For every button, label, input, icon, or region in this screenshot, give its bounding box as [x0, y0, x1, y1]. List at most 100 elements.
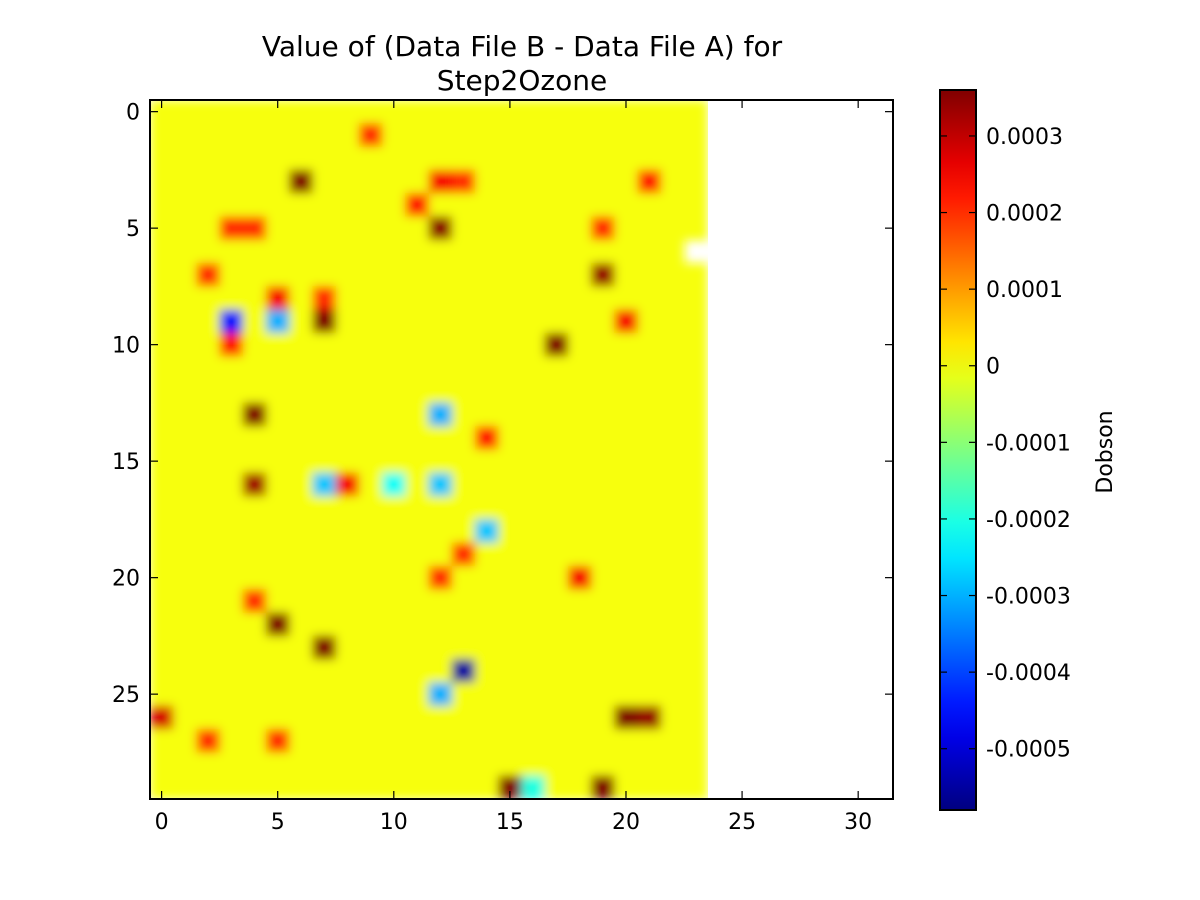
heatmap-cell — [219, 542, 244, 567]
heatmap-cell — [335, 659, 360, 684]
heatmap-cell — [289, 379, 314, 404]
heatmap-cell — [475, 263, 499, 287]
heatmap-cell — [684, 519, 708, 544]
heatmap-cell — [242, 333, 267, 357]
heatmap-cell — [498, 333, 523, 357]
heatmap-cell — [358, 752, 383, 777]
heatmap-cell — [382, 635, 407, 660]
heatmap-cell — [289, 309, 314, 334]
heatmap-cell — [451, 379, 476, 404]
heatmap-cell — [567, 589, 592, 614]
heatmap-cell — [173, 496, 198, 520]
heatmap-cell — [405, 100, 430, 124]
heatmap-cell — [614, 402, 639, 427]
heatmap-cell — [312, 426, 337, 451]
heatmap-cell — [312, 146, 337, 171]
heatmap-cell — [173, 635, 198, 660]
colorbar: 0.0003 0.0002 0.0001 0 -0.0001 -0.0002 -0.0003… — [939, 89, 1118, 811]
heatmap-cell — [660, 519, 685, 544]
heatmap-cell — [498, 682, 523, 707]
heatmap-cell — [289, 216, 314, 241]
heatmap-cell — [614, 426, 639, 451]
x-tick-label: 5 — [271, 810, 285, 835]
heatmap-cell — [567, 635, 592, 660]
heatmap-cell — [219, 729, 244, 753]
colorbar-gradient — [940, 90, 976, 810]
heatmap-cell — [428, 635, 453, 660]
heatmap-cell — [521, 426, 546, 451]
heatmap-cell — [242, 356, 267, 381]
heatmap-cell — [684, 356, 708, 381]
heatmap-cell — [312, 635, 337, 660]
heatmap-cell — [498, 286, 523, 311]
heatmap-cell — [451, 100, 476, 124]
heatmap-cell — [173, 752, 198, 777]
heatmap-cell — [567, 659, 592, 684]
heatmap-cell — [614, 309, 639, 334]
heatmap-cell — [405, 216, 430, 241]
heatmap-cell — [475, 333, 499, 357]
heatmap-cell — [196, 729, 221, 753]
heatmap-cell — [219, 309, 244, 334]
heatmap-cell — [475, 519, 499, 544]
heatmap-cell — [335, 193, 360, 218]
heatmap-cell — [544, 729, 569, 753]
heatmap-cell — [173, 659, 198, 684]
heatmap-cell — [521, 123, 546, 148]
heatmap-cell — [498, 752, 523, 777]
heatmap-cell — [405, 356, 430, 381]
heatmap-cell — [451, 752, 476, 777]
heatmap-cell — [451, 659, 476, 684]
heatmap-cell — [591, 729, 615, 753]
heatmap-cell — [173, 542, 198, 567]
heatmap-cell — [637, 612, 662, 637]
heatmap-cell — [312, 496, 337, 520]
heatmap-cell — [498, 263, 523, 287]
heatmap-cell — [289, 496, 314, 520]
heatmap-cell — [637, 402, 662, 427]
heatmap-cell — [614, 379, 639, 404]
heatmap-cell — [150, 775, 174, 799]
heatmap-cell — [684, 449, 708, 474]
heatmap-cell — [150, 659, 174, 684]
heatmap-cell — [614, 100, 639, 124]
heatmap-cell — [242, 729, 267, 753]
heatmap-cell — [289, 356, 314, 381]
heatmap-cell — [684, 542, 708, 567]
heatmap-cell — [591, 496, 615, 520]
heatmap-cell — [405, 659, 430, 684]
heatmap-cell — [266, 379, 290, 404]
heatmap-cell — [614, 286, 639, 311]
heatmap-cell — [475, 449, 499, 474]
heatmap-cell — [451, 146, 476, 171]
heatmap-cell — [684, 402, 708, 427]
heatmap-cell — [428, 612, 453, 637]
heatmap-cell — [521, 193, 546, 218]
heatmap-cell — [521, 589, 546, 614]
heatmap-cell — [219, 659, 244, 684]
heatmap-cell — [544, 472, 569, 497]
heatmap-cell — [219, 682, 244, 707]
heatmap-cell — [219, 566, 244, 590]
heatmap-cell — [173, 193, 198, 218]
heatmap-cell — [544, 193, 569, 218]
heatmap-cell — [498, 239, 523, 264]
heatmap-cell — [544, 542, 569, 567]
heatmap-cell — [358, 286, 383, 311]
heatmap-cell — [591, 519, 615, 544]
heatmap-cell — [451, 775, 476, 799]
heatmap-cell — [405, 123, 430, 148]
heatmap-cell — [660, 169, 685, 194]
heatmap-cell — [637, 659, 662, 684]
heatmap-cell — [405, 333, 430, 357]
heatmap-cell — [312, 402, 337, 427]
colorbar-tick-label: -0.0005 — [986, 738, 1071, 763]
heatmap-cell — [591, 472, 615, 497]
heatmap-cell — [266, 449, 290, 474]
heatmap-cell — [475, 472, 499, 497]
heatmap-cell — [684, 426, 708, 451]
heatmap-cell — [312, 169, 337, 194]
heatmap-cell — [196, 682, 221, 707]
heatmap-cell — [567, 519, 592, 544]
heatmap-cell — [242, 589, 267, 614]
